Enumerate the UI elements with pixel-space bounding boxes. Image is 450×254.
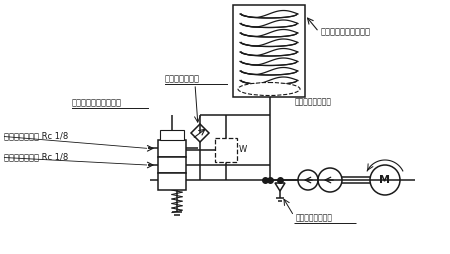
- Text: W: W: [239, 146, 247, 154]
- Text: 圧力進行吐出口 Rc 1/8: 圧力進行吐出口 Rc 1/8: [4, 152, 68, 162]
- Text: エアー抜きプラグ: エアー抜きプラグ: [296, 214, 333, 223]
- Bar: [160, 130, 184, 140]
- Text: リリーフバルブ: リリーフバルブ: [165, 74, 200, 83]
- Bar: [158, 140, 186, 157]
- Bar: [158, 173, 186, 190]
- Text: 主管脹圧吐出口 Rc 1/8: 主管脹圧吐出口 Rc 1/8: [4, 132, 68, 140]
- Text: カートリッジグリース: カートリッジグリース: [321, 27, 371, 37]
- Ellipse shape: [238, 83, 300, 96]
- Text: M: M: [379, 175, 391, 185]
- Text: ソレノイド切替バルブ: ソレノイド切替バルブ: [72, 98, 122, 107]
- Text: エアー抜きプラグ: エアー抜きプラグ: [295, 98, 332, 106]
- Bar: [233, 5, 305, 97]
- Bar: [215, 138, 237, 162]
- Bar: [158, 157, 186, 173]
